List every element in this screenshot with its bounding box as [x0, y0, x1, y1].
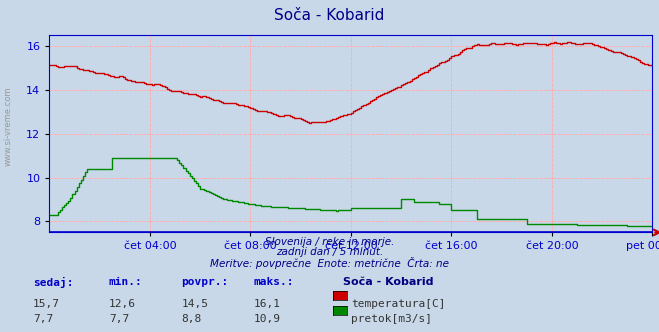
Text: zadnji dan / 5 minut.: zadnji dan / 5 minut.: [276, 247, 383, 257]
Text: Soča - Kobarid: Soča - Kobarid: [274, 8, 385, 23]
Text: 12,6: 12,6: [109, 299, 136, 309]
Text: pretok[m3/s]: pretok[m3/s]: [351, 314, 432, 324]
Text: 15,7: 15,7: [33, 299, 60, 309]
Text: povpr.:: povpr.:: [181, 277, 229, 287]
Text: min.:: min.:: [109, 277, 142, 287]
Text: 16,1: 16,1: [254, 299, 281, 309]
Text: maks.:: maks.:: [254, 277, 294, 287]
Text: Soča - Kobarid: Soča - Kobarid: [343, 277, 433, 287]
Text: 14,5: 14,5: [181, 299, 208, 309]
Text: Slovenija / reke in morje.: Slovenija / reke in morje.: [265, 237, 394, 247]
Text: www.si-vreme.com: www.si-vreme.com: [3, 86, 13, 166]
Text: 7,7: 7,7: [33, 314, 53, 324]
Text: 8,8: 8,8: [181, 314, 202, 324]
Text: 10,9: 10,9: [254, 314, 281, 324]
Text: sedaj:: sedaj:: [33, 277, 73, 288]
Text: Meritve: povprečne  Enote: metrične  Črta: ne: Meritve: povprečne Enote: metrične Črta:…: [210, 257, 449, 269]
Text: temperatura[C]: temperatura[C]: [351, 299, 445, 309]
Text: 7,7: 7,7: [109, 314, 129, 324]
